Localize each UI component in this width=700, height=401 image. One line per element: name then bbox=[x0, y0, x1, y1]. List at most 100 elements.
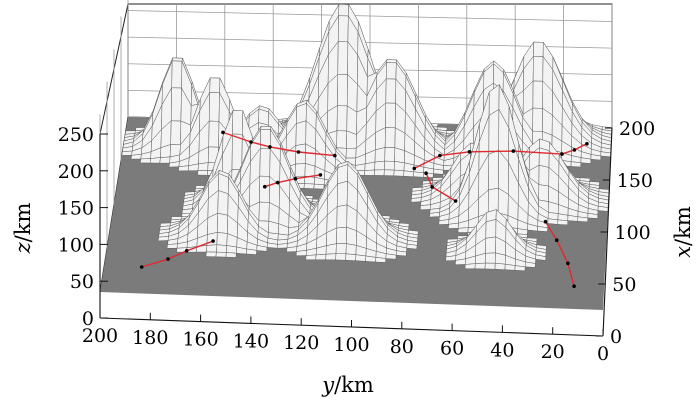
y-tick-label: 200 bbox=[82, 325, 118, 347]
surface-cell bbox=[532, 107, 543, 132]
trajectory-point bbox=[543, 219, 548, 224]
x-tick-label: 0 bbox=[610, 326, 622, 348]
surface-cell bbox=[514, 265, 526, 272]
surface-cell bbox=[217, 212, 229, 234]
trajectory-point bbox=[412, 166, 417, 171]
trajectory-line bbox=[264, 174, 321, 188]
surface-cell bbox=[429, 212, 440, 218]
surface-cell bbox=[260, 125, 272, 130]
surface-cell bbox=[590, 154, 602, 161]
surface-cell bbox=[336, 226, 347, 244]
y-tick-label: 20 bbox=[541, 341, 565, 363]
y-axis-ticks: 0 20 40 60 80 100 120 140 160 180 200 bbox=[82, 311, 609, 365]
z-tick-label: 200 bbox=[58, 161, 94, 183]
surface-cell bbox=[403, 170, 415, 177]
surface-cell bbox=[325, 253, 337, 261]
surface-cell bbox=[171, 60, 183, 89]
trajectory-point bbox=[263, 184, 267, 189]
surface-cell bbox=[547, 218, 559, 225]
trajectory-point bbox=[166, 257, 170, 261]
surface-cell bbox=[225, 252, 237, 258]
surface-cell bbox=[485, 219, 497, 239]
trajectory-point bbox=[430, 185, 435, 189]
surface-cell bbox=[487, 187, 499, 214]
surface-cell bbox=[166, 243, 178, 249]
y-tick-label: 100 bbox=[333, 334, 369, 356]
trajectory-point bbox=[275, 180, 280, 185]
surface-cell bbox=[384, 147, 396, 162]
surface-cell bbox=[494, 262, 506, 270]
y-tick-label: 120 bbox=[283, 332, 319, 354]
surface-cell bbox=[373, 169, 385, 176]
surface-cell bbox=[313, 183, 325, 190]
trajectory-point bbox=[139, 265, 144, 269]
surface-cell bbox=[295, 120, 307, 146]
surface-cell bbox=[532, 80, 544, 109]
surface-cell bbox=[294, 163, 306, 177]
surface-cell bbox=[170, 87, 182, 122]
surface-cell bbox=[385, 78, 397, 104]
surface-cell bbox=[337, 74, 348, 107]
surface-cell bbox=[217, 190, 229, 216]
trajectory-line bbox=[141, 240, 214, 268]
y-tick-label: 160 bbox=[182, 329, 218, 351]
surface-cell bbox=[385, 253, 397, 260]
surface-cell bbox=[337, 41, 349, 75]
x-axis-ticks: 0 50 100 150 200 bbox=[596, 118, 655, 348]
surface-cell bbox=[216, 232, 228, 246]
trajectory-point bbox=[585, 142, 589, 146]
surface-cell bbox=[345, 253, 357, 261]
surface-cell bbox=[232, 110, 244, 135]
y-tick-label: 0 bbox=[597, 343, 609, 365]
trajectory-point bbox=[453, 199, 458, 203]
surface-cell bbox=[537, 226, 548, 232]
y-tick-label: 60 bbox=[440, 338, 464, 360]
surface-cell bbox=[336, 130, 348, 149]
trajectory-point bbox=[293, 176, 298, 181]
surface-cell bbox=[410, 197, 422, 203]
surface-cell bbox=[485, 236, 497, 254]
surface-cell bbox=[485, 252, 496, 264]
surface-cell bbox=[121, 150, 133, 156]
surface-cell bbox=[355, 254, 367, 262]
z-tick-label: 0 bbox=[82, 308, 94, 330]
trajectory-point bbox=[184, 249, 189, 253]
trajectory-point bbox=[424, 171, 428, 175]
surface-cell bbox=[170, 120, 182, 146]
trajectory-line bbox=[544, 221, 575, 287]
surface-cell bbox=[335, 243, 347, 255]
surface-cell bbox=[335, 253, 347, 261]
trajectory-point bbox=[566, 261, 570, 266]
surface-cell bbox=[524, 261, 536, 268]
y-tick-label: 40 bbox=[490, 339, 514, 361]
trajectory-paths bbox=[139, 130, 589, 289]
surface-cell bbox=[374, 147, 386, 163]
surface-cell bbox=[364, 169, 375, 176]
surface-cell bbox=[226, 245, 238, 254]
surface-cell bbox=[364, 161, 376, 171]
surface-cell bbox=[337, 15, 349, 43]
surface-cell bbox=[406, 243, 418, 250]
surface-cell bbox=[315, 253, 327, 261]
surface-cell bbox=[258, 108, 269, 126]
trajectory-point bbox=[249, 140, 253, 144]
surface-cell bbox=[385, 102, 396, 129]
surface-cell bbox=[337, 164, 349, 185]
surface-cell bbox=[420, 204, 431, 210]
surface-cell bbox=[295, 143, 306, 165]
trajectory-point bbox=[438, 153, 442, 158]
surface-cell bbox=[484, 262, 496, 270]
surface-cell bbox=[433, 168, 444, 175]
surface-wireframe bbox=[121, 3, 613, 272]
surface-cell bbox=[385, 62, 397, 80]
z-axis-ticks: 0 50 100 150 200 250 bbox=[58, 124, 108, 330]
surface-cell bbox=[533, 41, 544, 57]
surface-cell bbox=[488, 108, 500, 155]
surface-cell bbox=[384, 127, 396, 148]
z-axis-title: z/km bbox=[11, 203, 35, 255]
surface-cell bbox=[535, 254, 547, 261]
surface-cell bbox=[532, 56, 544, 82]
surface-cell bbox=[130, 154, 142, 160]
surface-cell bbox=[580, 157, 592, 164]
